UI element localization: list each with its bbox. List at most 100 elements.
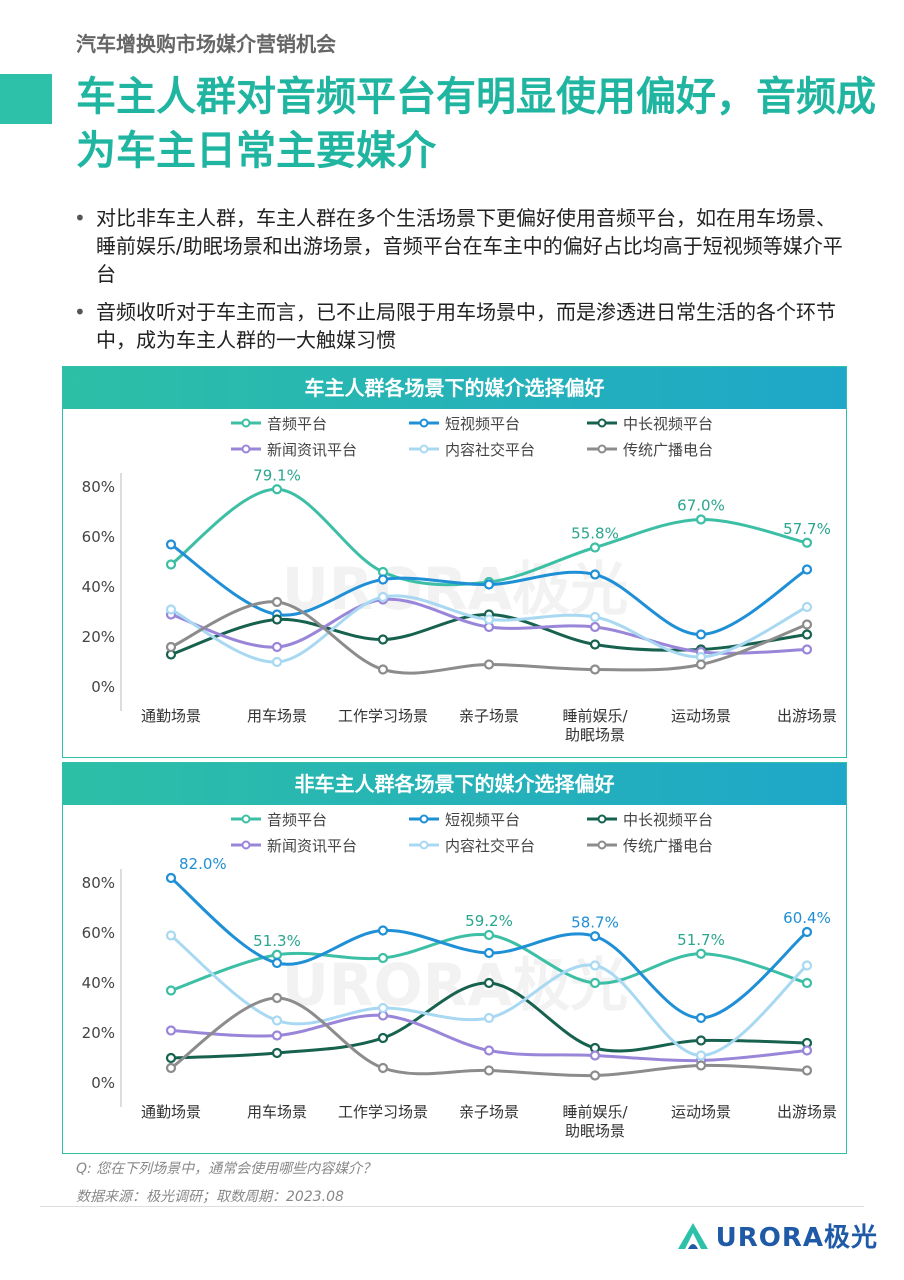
chart-panel-owners: 车主人群各场景下的媒介选择偏好 URORA极光 音频平台 短视频平台 中长视频平台 新闻… <box>62 366 847 758</box>
data-point <box>695 948 707 959</box>
data-point <box>271 1030 283 1041</box>
legend-marker <box>419 840 429 850</box>
y-tick-label: 0% <box>91 1074 115 1092</box>
accent-bar <box>0 74 52 124</box>
legend-item: 内容社交平台 <box>409 441 535 459</box>
chart-panel-nonowners: 非车主人群各场景下的媒介选择偏好 URORA极光 音频平台 短视频平台 中长视频平台新… <box>62 762 847 1154</box>
x-tick-label: 亲子场景 <box>459 707 519 725</box>
data-point <box>377 634 389 645</box>
data-point <box>695 1050 707 1061</box>
x-tick-label: 亲子场景 <box>459 1103 519 1121</box>
x-tick-label: 用车场景 <box>247 707 307 725</box>
data-point <box>271 656 283 668</box>
legend-item: 内容社交平台 <box>409 837 535 855</box>
data-point <box>165 641 177 653</box>
legend-item: 短视频平台 <box>409 415 520 433</box>
chart-title: 非车主人群各场景下的媒介选择偏好 <box>63 763 846 805</box>
data-point <box>801 629 813 640</box>
x-tick-label: 睡前娱乐/助眠场景 <box>562 707 628 744</box>
legend-item: 传统广播电台 <box>587 441 713 459</box>
bullet-item: 对比非车主人群，车主人群在多个生活场景下更偏好使用音频平台，如在用车场景、睡前娱… <box>70 204 850 288</box>
data-point <box>589 664 601 675</box>
data-point <box>165 604 177 615</box>
x-tick-label: 工作学习场景 <box>338 707 428 725</box>
legend-item: 传统广播电台 <box>587 837 713 855</box>
data-point <box>695 659 707 670</box>
aurora-logo-icon <box>677 1222 708 1249</box>
legend-item: 短视频平台 <box>409 811 520 829</box>
data-point <box>801 537 813 548</box>
data-point <box>483 659 495 670</box>
legend-marker <box>419 418 429 428</box>
x-tick-label: 通勤场景 <box>141 1103 201 1121</box>
data-point <box>271 641 283 653</box>
data-point <box>589 960 601 971</box>
data-point <box>165 872 177 884</box>
data-point <box>483 614 495 625</box>
legend-label: 传统广播电台 <box>623 837 713 855</box>
legend-marker <box>419 444 429 454</box>
legend-item: 新闻资讯平台 <box>231 441 357 459</box>
data-point <box>801 1045 813 1056</box>
data-label: 79.1% <box>253 466 301 484</box>
data-point <box>589 977 601 989</box>
legend-label: 短视频平台 <box>445 415 520 433</box>
series-group: 51.3% 59.2% 51.7% <box>165 912 813 996</box>
legend-item: 音频平台 <box>231 415 327 433</box>
bullet-item: 音频收听对于车主而言，已不止局限于用车场景中，而是渗透进日常生活的各个环节中，成… <box>70 298 850 354</box>
data-point <box>589 569 601 580</box>
data-point <box>377 952 389 964</box>
footnote-source: 数据来源：极光调研；取数周期：2023.08 <box>76 1189 344 1205</box>
legend-marker <box>241 840 251 850</box>
x-tick-label: 出游场景 <box>777 1103 837 1121</box>
footer-divider <box>40 1206 864 1207</box>
brand-name: URORA极光 <box>715 1223 878 1253</box>
data-point <box>165 559 177 570</box>
x-tick-label: 睡前娱乐/助眠场景 <box>562 1103 628 1140</box>
legend-marker <box>419 814 429 824</box>
data-point <box>695 514 707 525</box>
series-group <box>165 596 813 675</box>
series-group: 82.0% 58.7% 60.4% <box>165 855 831 1024</box>
data-point <box>271 957 283 969</box>
legend-label: 新闻资讯平台 <box>267 837 357 855</box>
legend-label: 音频平台 <box>267 811 327 829</box>
data-point <box>589 1070 601 1081</box>
data-point <box>695 629 707 640</box>
footnote-question: Q: 您在下列场景中，通常会使用哪些内容媒介？ <box>76 1161 377 1177</box>
data-point <box>271 949 283 960</box>
brand-logo: URORA极光 <box>676 1217 878 1254</box>
legend-label: 传统广播电台 <box>623 441 713 459</box>
data-label: 59.2% <box>465 912 513 930</box>
data-point <box>589 931 601 942</box>
legend-marker <box>241 814 251 824</box>
data-point <box>801 1065 813 1076</box>
data-point <box>377 574 389 585</box>
data-point <box>483 1012 495 1024</box>
x-tick-label: 运动场景 <box>671 707 731 725</box>
data-point <box>589 621 601 633</box>
legend-marker <box>597 840 607 850</box>
data-point <box>377 591 389 603</box>
y-tick-label: 60% <box>82 528 115 546</box>
legend-label: 短视频平台 <box>445 811 520 829</box>
data-point <box>589 1050 601 1061</box>
data-label: 57.7% <box>783 520 831 538</box>
data-point <box>589 542 601 553</box>
data-point <box>377 1002 389 1014</box>
y-tick-label: 40% <box>82 578 115 596</box>
data-point <box>165 1062 177 1074</box>
data-point <box>165 985 177 996</box>
legend-marker <box>241 444 251 454</box>
data-point <box>483 1065 495 1076</box>
data-label: 60.4% <box>783 909 831 927</box>
data-label: 51.3% <box>253 932 301 950</box>
watermark-text: URORA极光 <box>282 951 629 1019</box>
bullet-list: 对比非车主人群，车主人群在多个生活场景下更偏好使用音频平台，如在用车场景、睡前娱… <box>70 204 850 364</box>
data-point <box>377 1032 389 1044</box>
data-point <box>801 564 813 575</box>
data-point <box>801 960 813 971</box>
x-tick-label: 出游场景 <box>777 707 837 725</box>
legend-item: 中长视频平台 <box>587 811 713 829</box>
